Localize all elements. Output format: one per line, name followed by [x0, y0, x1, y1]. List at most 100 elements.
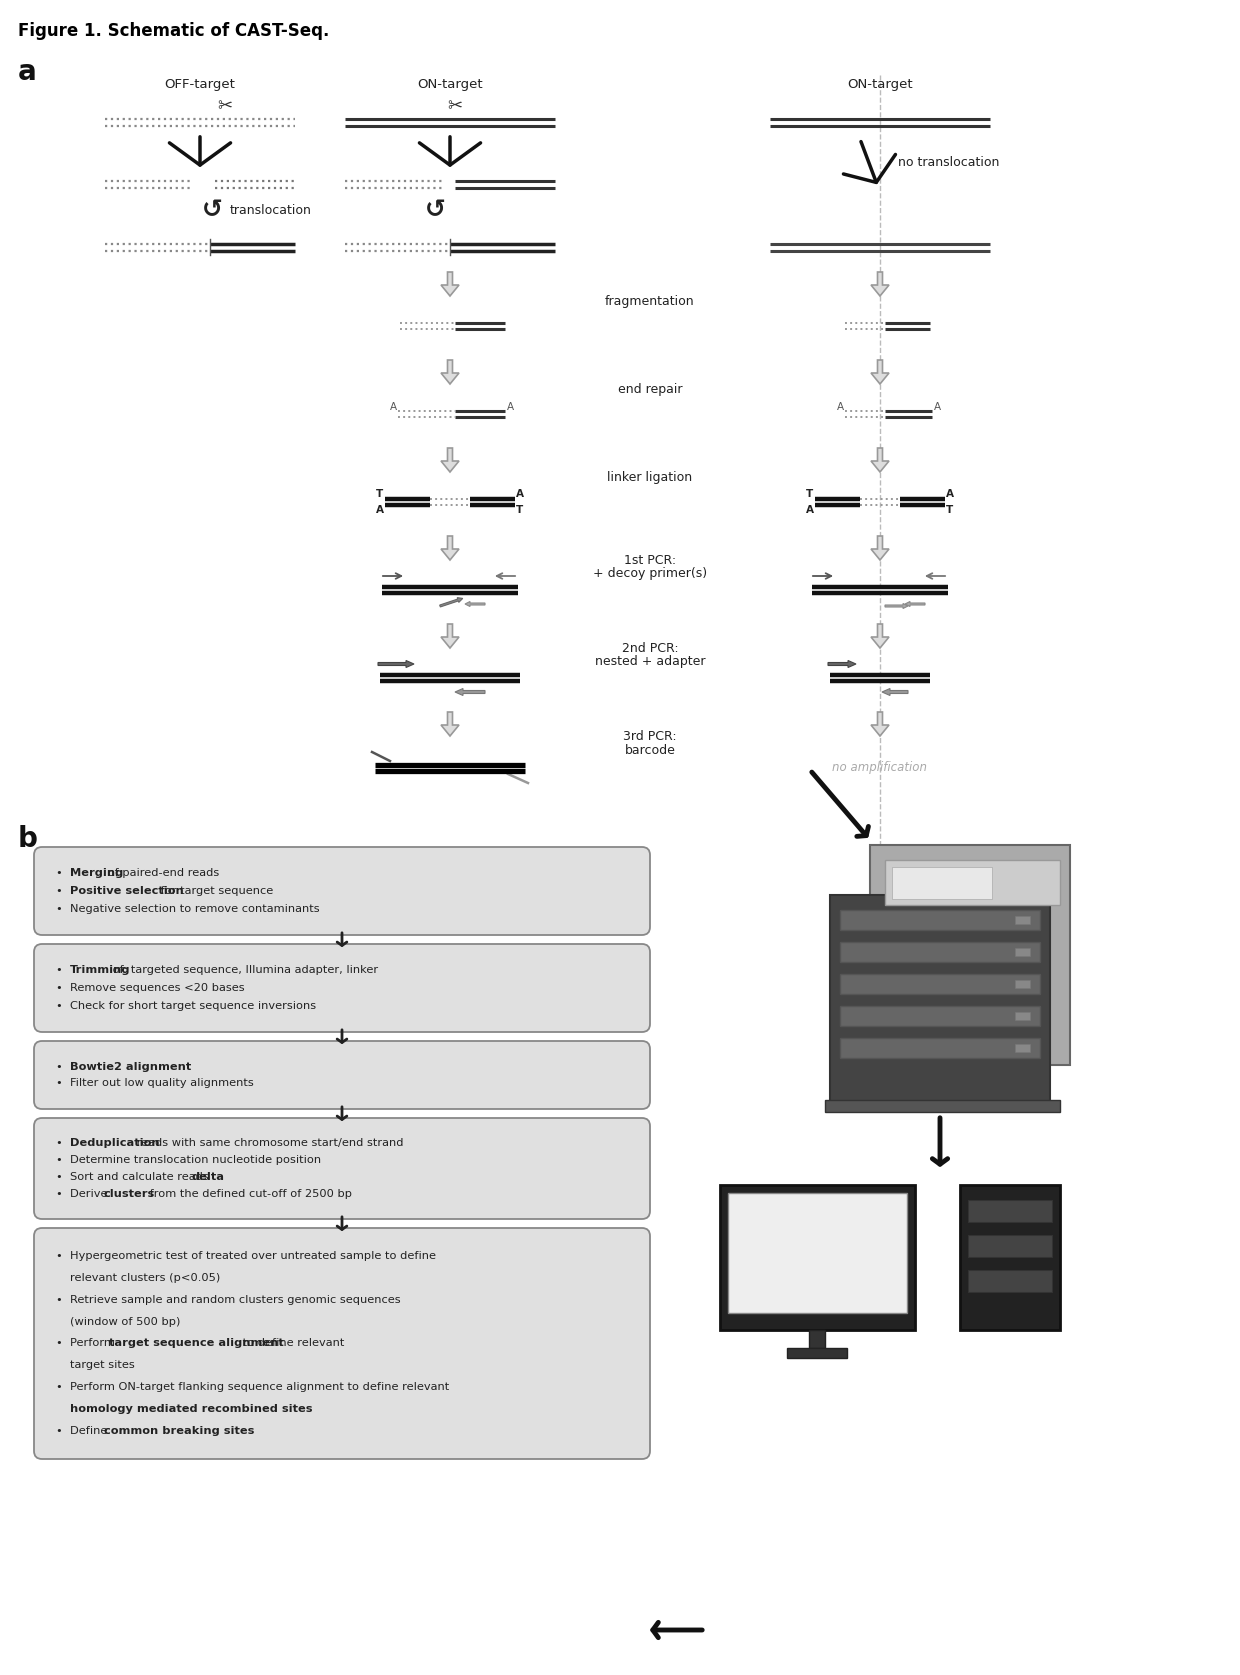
- Text: •  Perform ON-target flanking sequence alignment to define relevant: • Perform ON-target flanking sequence al…: [56, 1382, 449, 1392]
- Text: Merging: Merging: [69, 868, 123, 878]
- FancyBboxPatch shape: [33, 1040, 650, 1109]
- Text: Positive selection: Positive selection: [69, 886, 184, 896]
- Text: A: A: [837, 402, 843, 412]
- Text: •: •: [56, 868, 69, 878]
- Text: linker ligation: linker ligation: [608, 471, 693, 484]
- Bar: [787, 1348, 847, 1358]
- FancyArrow shape: [441, 712, 459, 735]
- FancyBboxPatch shape: [33, 848, 650, 935]
- Bar: [839, 973, 1040, 993]
- Text: barcode: barcode: [625, 744, 676, 757]
- Text: homology mediated recombined sites: homology mediated recombined sites: [69, 1404, 312, 1414]
- Text: Derive: Derive: [69, 1189, 112, 1199]
- FancyArrow shape: [378, 660, 414, 668]
- FancyArrow shape: [870, 271, 889, 296]
- Text: •: •: [56, 1062, 69, 1072]
- FancyArrow shape: [441, 360, 459, 384]
- Text: Trimming: Trimming: [69, 965, 130, 975]
- FancyBboxPatch shape: [870, 844, 1070, 1065]
- FancyArrow shape: [870, 360, 889, 384]
- Bar: [825, 1100, 1060, 1112]
- Text: T: T: [946, 504, 954, 514]
- FancyArrow shape: [870, 712, 889, 735]
- Text: T: T: [806, 489, 813, 499]
- Text: Define: Define: [69, 1425, 112, 1435]
- Bar: [839, 1007, 1040, 1027]
- Text: b: b: [19, 826, 38, 853]
- Text: •  Check for short target sequence inversions: • Check for short target sequence invers…: [56, 1002, 316, 1012]
- FancyArrow shape: [455, 688, 485, 695]
- Bar: [960, 1184, 1060, 1330]
- Text: 2nd PCR:: 2nd PCR:: [621, 642, 678, 655]
- Text: Sort and calculate reads: Sort and calculate reads: [69, 1172, 212, 1183]
- Text: Deduplication: Deduplication: [69, 1139, 160, 1149]
- Text: clusters: clusters: [104, 1189, 155, 1199]
- Text: target sequence alignment: target sequence alignment: [109, 1338, 284, 1348]
- Text: ✂: ✂: [448, 97, 463, 116]
- FancyBboxPatch shape: [33, 1228, 650, 1459]
- FancyArrow shape: [828, 660, 856, 668]
- Text: to define relevant: to define relevant: [239, 1338, 347, 1348]
- Text: A: A: [506, 402, 513, 412]
- Bar: [1016, 980, 1030, 988]
- Bar: [1016, 1012, 1030, 1020]
- Text: no translocation: no translocation: [898, 156, 999, 169]
- Text: A: A: [934, 402, 941, 412]
- FancyArrow shape: [465, 601, 485, 606]
- Text: •  Determine translocation nucleotide position: • Determine translocation nucleotide pos…: [56, 1156, 321, 1166]
- Text: 3rd PCR:: 3rd PCR:: [624, 730, 677, 742]
- Text: (window of 500 bp): (window of 500 bp): [69, 1317, 180, 1327]
- Bar: [968, 1234, 1052, 1256]
- FancyArrow shape: [882, 688, 908, 695]
- Bar: [885, 859, 1060, 904]
- Text: •: •: [56, 1139, 69, 1149]
- Text: A: A: [946, 489, 954, 499]
- Text: •: •: [56, 1172, 69, 1183]
- Text: •: •: [56, 1189, 69, 1199]
- FancyArrow shape: [440, 598, 463, 606]
- Text: A: A: [516, 489, 525, 499]
- Text: ✂: ✂: [217, 97, 233, 116]
- Text: Bowtie2 alignment: Bowtie2 alignment: [69, 1062, 191, 1072]
- Text: no amplification: no amplification: [832, 762, 928, 774]
- Bar: [1016, 1044, 1030, 1052]
- Text: target sites: target sites: [69, 1360, 135, 1370]
- Bar: [839, 910, 1040, 930]
- FancyBboxPatch shape: [33, 945, 650, 1032]
- Text: A: A: [389, 402, 397, 412]
- FancyBboxPatch shape: [830, 894, 1050, 1106]
- Text: ON-target: ON-target: [847, 79, 913, 90]
- Bar: [839, 941, 1040, 961]
- Text: of: targeted sequence, Illumina adapter, linker: of: targeted sequence, Illumina adapter,…: [109, 965, 378, 975]
- Bar: [728, 1193, 906, 1313]
- Bar: [968, 1199, 1052, 1223]
- Bar: [1016, 916, 1030, 925]
- Text: •  Hypergeometric test of treated over untreated sample to define: • Hypergeometric test of treated over un…: [56, 1251, 436, 1261]
- Text: OFF-target: OFF-target: [165, 79, 236, 90]
- Text: ON-target: ON-target: [417, 79, 482, 90]
- Text: •: •: [56, 1425, 69, 1435]
- Bar: [968, 1270, 1052, 1291]
- Text: A: A: [806, 504, 813, 514]
- Text: translocation: translocation: [229, 203, 312, 216]
- Text: + decoy primer(s): + decoy primer(s): [593, 568, 707, 581]
- FancyArrow shape: [870, 447, 889, 472]
- Text: •: •: [56, 886, 69, 896]
- Text: •: •: [56, 1338, 69, 1348]
- Text: 1st PCR:: 1st PCR:: [624, 553, 676, 566]
- Text: reads with same chromosome start/end strand: reads with same chromosome start/end str…: [133, 1139, 403, 1149]
- FancyArrow shape: [441, 447, 459, 472]
- FancyArrow shape: [905, 601, 925, 606]
- Text: common breaking sites: common breaking sites: [104, 1425, 254, 1435]
- Text: A: A: [376, 504, 384, 514]
- FancyArrow shape: [870, 536, 889, 559]
- Text: T: T: [377, 489, 383, 499]
- Bar: [1016, 948, 1030, 956]
- Text: ↺: ↺: [424, 198, 445, 223]
- FancyArrow shape: [441, 536, 459, 559]
- Bar: [892, 868, 992, 899]
- Text: fragmentation: fragmentation: [605, 295, 694, 308]
- Text: •  Negative selection to remove contaminants: • Negative selection to remove contamina…: [56, 905, 320, 915]
- Text: Perform: Perform: [69, 1338, 119, 1348]
- Text: end repair: end repair: [618, 384, 682, 397]
